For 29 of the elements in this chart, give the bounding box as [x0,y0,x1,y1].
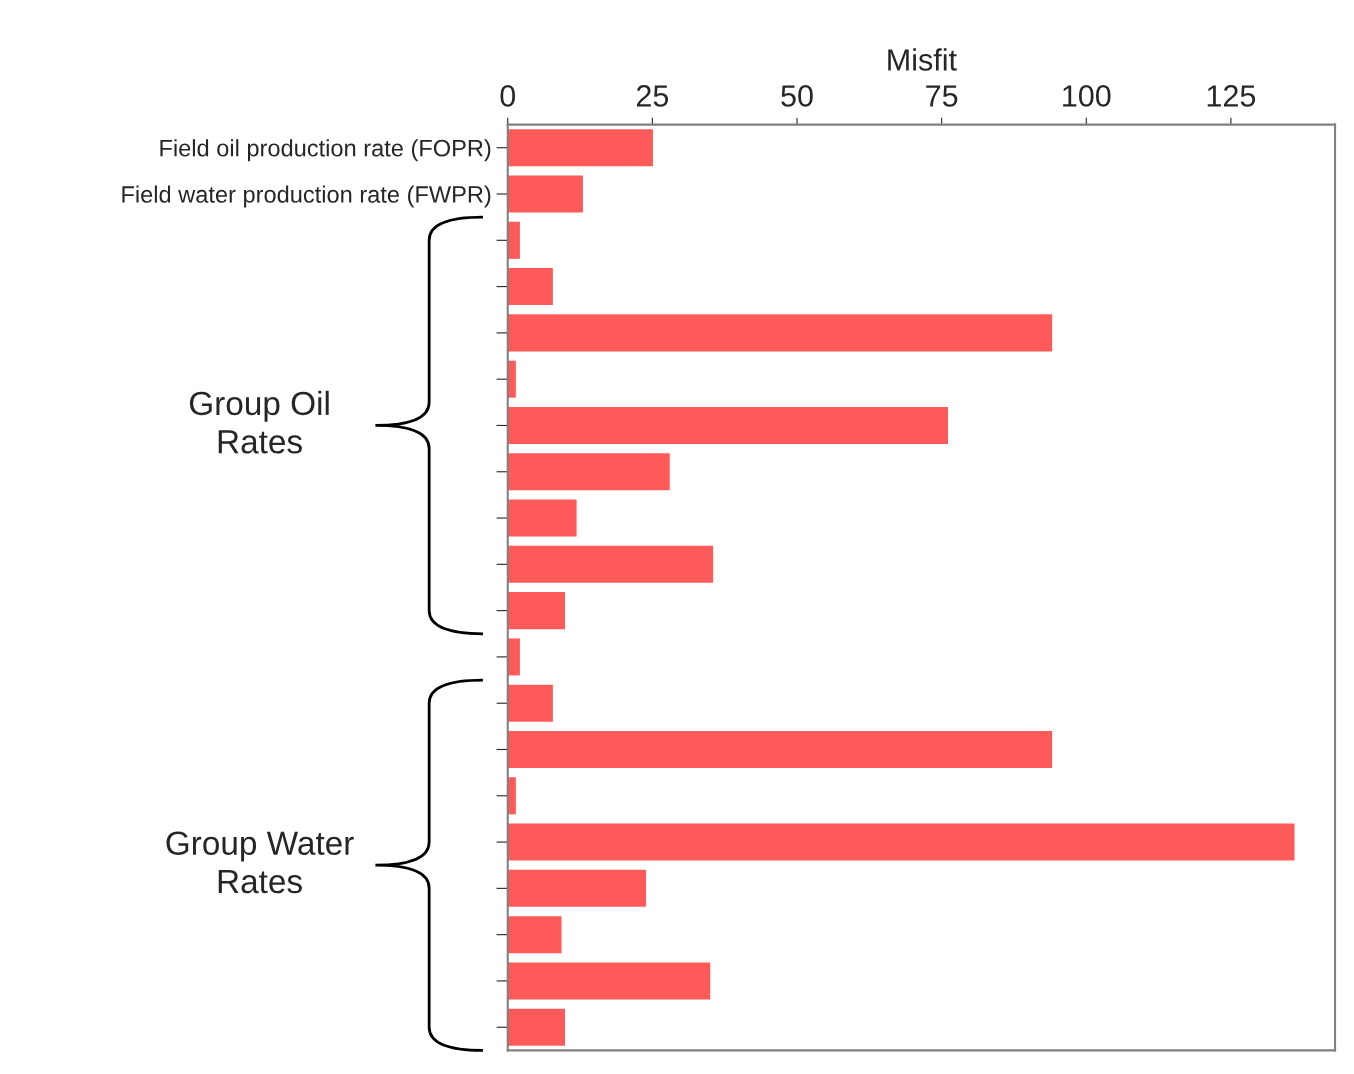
bar [507,221,520,259]
y-tick-label: Field water production rate (FWPR) [122,185,491,208]
bar [507,823,1295,861]
bar [507,314,1053,352]
bar [507,869,647,907]
x-axis-title: Misfit [888,48,957,71]
x-tick-label: 75 [926,85,958,107]
bar [507,406,949,444]
text: Group Water Rates [166,831,354,894]
bar [507,268,553,306]
bar [507,129,653,167]
bar [507,730,1053,769]
x-tick-label: 25 [636,85,669,107]
x-tick-label: 50 [781,85,813,107]
x-tick-label: 125 [1207,85,1256,107]
x-tick-label: 100 [1063,85,1111,107]
x-tick-label: 0 [500,85,516,107]
bar [507,1008,566,1046]
bar [507,962,711,1000]
bar [507,545,714,583]
y-tick-label: Field oil production rate (FOPR) [160,139,491,162]
bar [507,684,553,722]
bar [507,916,562,954]
text: Group Oil Rates [189,390,329,454]
bar [507,175,583,213]
bar [507,592,566,630]
bar [507,499,577,537]
bar [507,638,520,676]
bar [507,453,670,491]
